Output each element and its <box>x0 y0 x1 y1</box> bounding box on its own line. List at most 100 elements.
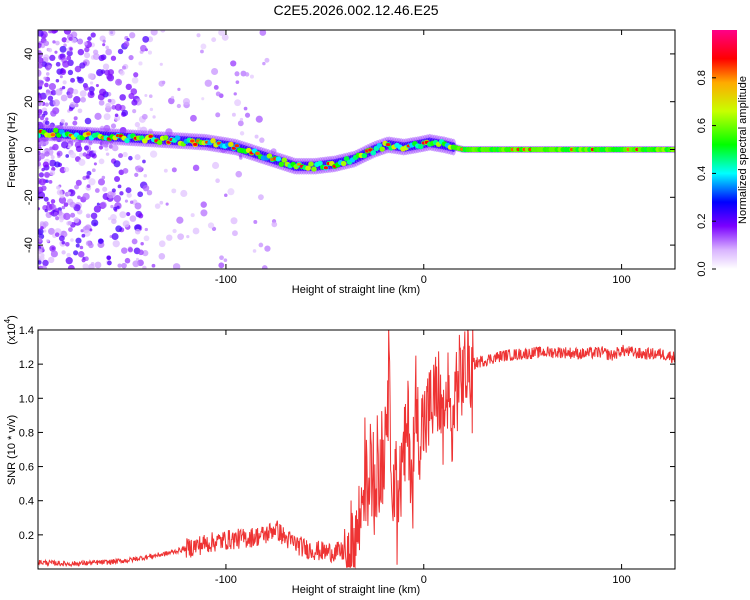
spectrogram-noise-mark <box>106 255 112 261</box>
spectrogram-noise-mark <box>221 33 229 41</box>
spectrogram-noise-mark <box>167 97 175 105</box>
spectrogram-noise-mark <box>55 40 60 46</box>
spectrogram-noise-mark <box>61 241 65 245</box>
spectrogram-noise-mark <box>50 199 56 204</box>
spectrogram-noise-mark <box>158 240 166 248</box>
spectrogram-ytick-label: -40 <box>23 237 35 253</box>
spectrogram-noise-mark <box>66 252 71 258</box>
spectrogram-noise-mark <box>83 85 89 91</box>
spectrogram-noise-mark <box>135 165 143 173</box>
spectrogram-noise-mark <box>138 213 144 219</box>
spectrogram-noise-mark <box>61 141 69 149</box>
spectrogram-noise-mark <box>70 238 74 242</box>
spectrogram-noise-mark <box>98 145 104 150</box>
spectrogram-peak-mark <box>385 142 391 147</box>
spectrogram-noise-mark <box>114 113 119 118</box>
spectrogram-noise-mark <box>75 145 83 153</box>
spectrogram-noise-mark <box>88 178 96 186</box>
spectrogram-noise-mark <box>38 152 46 160</box>
spectrogram-noise-mark <box>134 154 141 161</box>
spectrogram-noise-mark <box>129 32 136 39</box>
spectrogram-ytick-label: 0 <box>23 146 35 152</box>
spectrogram-ytick-label: -20 <box>23 189 35 205</box>
spectrogram-noise-mark <box>131 99 138 106</box>
spectrogram-noise-mark <box>60 118 65 124</box>
spectrogram-noise-mark <box>38 101 42 107</box>
spectrogram-noise-mark <box>122 220 130 228</box>
spectrogram-noise-mark <box>58 196 67 204</box>
spectrogram-noise-mark <box>43 40 50 47</box>
spectrogram-noise-mark <box>38 79 44 87</box>
spectrogram-noise-mark <box>38 85 43 90</box>
spectrogram-noise-mark <box>88 263 95 269</box>
spectrogram-noise-mark <box>159 200 164 205</box>
spectrogram-peak-mark <box>193 142 198 146</box>
spectrogram-noise-mark <box>129 215 137 222</box>
spectrogram-noise-mark <box>200 49 204 54</box>
spectrogram-noise-mark <box>65 241 70 247</box>
spectrogram-noise-mark <box>92 53 100 60</box>
spectrogram-peak-mark <box>368 148 373 152</box>
spectrogram-noise-mark <box>91 219 99 227</box>
spectrogram-core-mark <box>370 150 377 156</box>
snr-ytick-label: 1.2 <box>19 359 34 371</box>
spectrogram-noise-mark <box>190 114 197 122</box>
spectrogram-noise-mark <box>240 70 247 77</box>
spectrogram-core-mark <box>340 160 347 167</box>
spectrogram-noise-mark <box>146 189 153 196</box>
spectrogram-core-mark <box>311 166 317 172</box>
spectrogram-noise-mark <box>77 108 83 114</box>
spectrogram-noise-mark <box>182 97 191 106</box>
spectrogram-noise-mark <box>38 237 43 243</box>
spectrogram-noise-mark <box>84 117 92 125</box>
spectrogram-noise-mark <box>74 65 82 73</box>
spectrogram-noise-mark <box>66 50 73 57</box>
spectrogram-noise-mark <box>258 242 264 248</box>
spectrogram-noise-mark <box>65 257 73 265</box>
spectrogram-noise-mark <box>112 240 120 248</box>
spectrogram-noise-mark <box>86 170 92 176</box>
snr-series-line <box>38 330 675 569</box>
spectrogram-noise-mark <box>115 78 122 86</box>
snr-ytick-label: 0.2 <box>19 530 34 542</box>
spectrogram-noise-mark <box>172 263 181 269</box>
spectrogram-noise-mark <box>176 216 184 224</box>
spectrogram-noise-mark <box>105 48 112 56</box>
spectrogram-noise-mark <box>69 47 73 51</box>
spectrogram-noise-mark <box>110 55 117 61</box>
spectrogram-noise-mark <box>102 63 110 70</box>
spectrogram-noise-mark <box>45 92 50 96</box>
spectrogram-ticks: -100 0 100 -40 -20 0 20 40 <box>23 30 675 286</box>
spectrogram-noise-mark <box>55 216 60 221</box>
spectrogram-noise-mark <box>114 103 122 111</box>
spectrogram-noise-mark <box>142 35 150 43</box>
spectrogram-noise-mark <box>43 229 47 233</box>
spectrogram-noise-mark <box>55 88 63 96</box>
snr-ticks: -100 0 100 0.2 0.4 0.6 0.8 1.0 1.2 1.4 <box>19 325 675 586</box>
spectrogram-noise-mark <box>172 228 177 234</box>
spectrogram-noise-mark <box>207 222 215 229</box>
spectrogram-noise-mark <box>38 178 46 186</box>
spectrogram-noise-mark <box>51 30 57 34</box>
snr-multiplier-base: (x10 <box>6 323 18 344</box>
spectrogram-noise-mark <box>61 85 66 90</box>
spectrogram-noise-mark <box>77 76 84 84</box>
spectrogram-noise-mark <box>38 109 43 116</box>
spectrogram-xlabel: Height of straight line (km) <box>292 284 420 296</box>
snr-ytick-label: 0.8 <box>19 427 34 439</box>
spectrogram-noise-mark <box>70 212 76 218</box>
spectrogram-noise-mark <box>84 46 90 53</box>
spectrogram-noise-mark <box>61 250 66 255</box>
spectrogram-noise-mark <box>82 175 87 181</box>
spectrogram-noise-mark <box>110 204 114 209</box>
spectrogram-noise-mark <box>148 94 153 99</box>
spectrogram-noise-mark <box>147 50 153 55</box>
spectrogram-noise-mark <box>44 151 50 157</box>
spectrogram-noise-mark <box>106 191 115 199</box>
spectrogram-noise-mark <box>63 30 72 35</box>
spectrogram-noise-mark <box>45 179 49 184</box>
spectrogram-noise-mark <box>69 102 76 108</box>
snr-ytick-label: 0.6 <box>19 462 34 474</box>
spectrogram-noise-mark <box>132 109 137 114</box>
spectrogram-noise-mark <box>259 30 267 36</box>
